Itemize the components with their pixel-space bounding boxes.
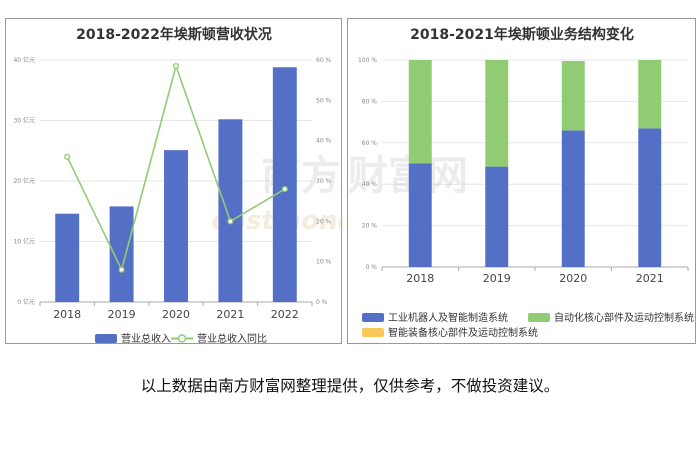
y-tick-label: 20 % bbox=[362, 223, 378, 230]
y-left-tick-label: 40 亿元 bbox=[13, 56, 35, 64]
x-tick-label: 2020 bbox=[559, 272, 587, 285]
x-tick-label: 2019 bbox=[108, 308, 136, 321]
business-chart-title: 2018-2021年埃斯顿业务结构变化 bbox=[410, 26, 634, 43]
x-tick-label: 2021 bbox=[216, 308, 244, 321]
legend-label-revenue: 营业总收入 bbox=[121, 332, 171, 345]
point-yoy-2021 bbox=[227, 218, 234, 225]
revenue-chart-title: 2018-2022年埃斯顿营收状况 bbox=[76, 26, 272, 43]
x-tick-label: 2021 bbox=[636, 272, 664, 285]
legend-label-robots: 工业机器人及智能制造系统 bbox=[388, 311, 508, 324]
bar-segment-0-2021 bbox=[638, 128, 662, 267]
y-right-tick-label: 20 % bbox=[316, 218, 332, 225]
bar-segment-1-2019 bbox=[485, 60, 509, 167]
legend-marker-yoy bbox=[177, 334, 187, 343]
watermark-text-right: 南方财富网 bbox=[348, 153, 468, 199]
y-right-tick-label: 10 % bbox=[316, 259, 332, 266]
bar-segment-0-2019 bbox=[485, 166, 509, 267]
bar-revenue-2018 bbox=[55, 213, 80, 302]
y-tick-label: 40 % bbox=[362, 181, 378, 188]
y-right-tick-label: 30 % bbox=[316, 178, 332, 185]
bar-segment-1-2020 bbox=[561, 61, 585, 131]
y-left-tick-label: 20 亿元 bbox=[13, 177, 35, 185]
y-right-tick-label: 40 % bbox=[316, 138, 332, 145]
bar-segment-1-2018 bbox=[408, 60, 432, 164]
y-tick-label: 0 % bbox=[366, 264, 378, 271]
revenue-chart-panel: 2018-2022年埃斯顿营收状况 南方财富网 eastmoney.com 0 … bbox=[5, 18, 343, 345]
bar-segment-0-2020 bbox=[561, 130, 585, 267]
point-yoy-2020 bbox=[172, 62, 180, 70]
legend-label-equipment: 智能装备核心部件及运动控制系统 bbox=[388, 326, 538, 339]
x-tick-label: 2020 bbox=[162, 308, 190, 321]
y-left-tick-label: 30 亿元 bbox=[13, 117, 35, 125]
point-yoy-2018 bbox=[64, 153, 71, 160]
disclaimer-footer: 以上数据由南方财富网整理提供，仅供参考，不做投资建议。 bbox=[140, 377, 560, 395]
legend-swatch-equipment bbox=[362, 328, 384, 337]
legend-swatch-robots bbox=[362, 313, 384, 322]
bar-segment-1-2021 bbox=[638, 60, 662, 129]
x-tick-label: 2018 bbox=[53, 308, 81, 321]
legend-label-yoy: 营业总收入同比 bbox=[197, 332, 267, 345]
point-yoy-2022 bbox=[281, 185, 288, 193]
business-structure-chart: 2018-2021年埃斯顿业务结构变化 南方财富网 0 % 20 % 40 % 60 … bbox=[348, 26, 694, 339]
bar-revenue-2019 bbox=[109, 206, 134, 302]
revenue-chart: 2018-2022年埃斯顿营收状况 南方财富网 eastmoney.com 0 … bbox=[13, 26, 343, 345]
x-tick-label: 2018 bbox=[406, 272, 434, 285]
y-right-tick-label: 0 % bbox=[316, 299, 328, 306]
business-structure-panel: 2018-2021年埃斯顿业务结构变化 南方财富网 0 % 20 % 40 % 60 … bbox=[347, 18, 696, 344]
y-left-tick-label: 0 亿元 bbox=[17, 298, 35, 306]
legend-swatch-automation bbox=[528, 313, 550, 322]
x-tick-label: 2022 bbox=[271, 308, 299, 321]
y-tick-label: 100 % bbox=[358, 57, 377, 64]
y-left-tick-label: 10 亿元 bbox=[13, 238, 35, 246]
bar-revenue-2020 bbox=[164, 150, 188, 302]
legend-swatch-revenue bbox=[95, 334, 117, 343]
x-tick-label: 2019 bbox=[483, 272, 511, 285]
bar-segment-0-2018 bbox=[408, 163, 432, 267]
y-tick-label: 80 % bbox=[362, 98, 378, 105]
point-yoy-2019 bbox=[118, 266, 125, 273]
y-right-tick-label: 60 % bbox=[316, 57, 332, 64]
bar-revenue-2022 bbox=[272, 67, 297, 302]
bar-revenue-2021 bbox=[218, 119, 243, 302]
legend-label-automation: 自动化核心部件及运动控制系统 bbox=[554, 311, 694, 324]
y-right-tick-label: 50 % bbox=[316, 97, 332, 104]
y-tick-label: 60 % bbox=[362, 140, 378, 147]
